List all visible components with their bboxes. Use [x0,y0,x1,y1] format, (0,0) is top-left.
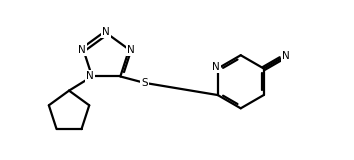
Text: N: N [282,51,290,61]
Text: N: N [212,62,220,72]
Text: N: N [78,44,85,55]
Text: N: N [102,27,110,36]
Text: S: S [141,78,148,88]
Text: N: N [127,44,135,55]
Text: N: N [86,72,94,81]
